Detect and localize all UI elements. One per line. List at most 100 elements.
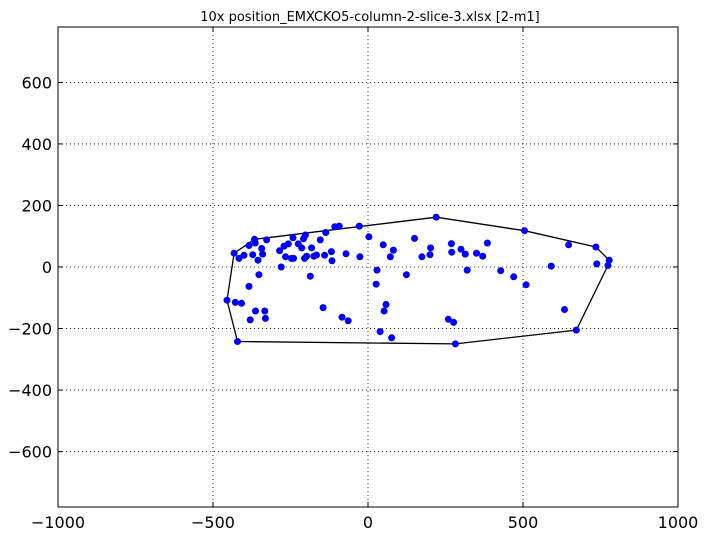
data-point [303,252,311,260]
x-tick-label: 0 [363,513,373,532]
data-point [261,314,269,322]
data-point [276,247,284,255]
data-point [373,266,381,274]
data-point [448,248,456,256]
data-point [432,213,440,221]
data-point [240,251,248,259]
data-point [306,272,314,280]
x-axis-tick-labels: −1000 −500 0 500 1000 [31,513,698,532]
data-point [289,234,297,242]
data-point [389,246,397,254]
data-point [418,253,426,261]
data-point [231,298,239,306]
data-point [259,250,267,258]
data-point [327,248,335,256]
data-point [245,242,253,249]
data-point [593,260,601,268]
x-tick-label: −1000 [31,513,85,532]
data-point [411,234,418,242]
data-point [386,253,394,261]
data-point [380,307,388,315]
hull-outline [226,216,610,345]
data-point [258,245,266,252]
data-point [372,280,380,288]
y-tick-label: 0 [42,258,52,277]
data-points [223,213,613,348]
data-point [322,229,330,236]
data-point [338,313,346,321]
y-tick-label: −200 [8,320,52,339]
data-point [605,256,613,264]
data-point [592,243,600,251]
x-tick-label: 500 [508,513,539,532]
data-point [301,231,309,239]
x-tick-label: −500 [191,513,235,532]
data-point [376,328,384,336]
data-point [313,251,320,259]
data-point [457,245,465,253]
data-point [451,340,459,348]
data-point [427,244,435,252]
data-point [355,222,363,230]
data-point [561,306,568,313]
data-point [223,296,231,304]
data-point [234,338,241,345]
data-point [316,236,324,244]
data-point [321,251,329,259]
y-tick-label: 400 [21,135,52,154]
data-point [344,317,352,325]
data-point [379,241,387,249]
data-point [235,254,243,262]
data-point [342,250,350,258]
data-point [249,251,257,259]
y-axis-tick-labels: −600 −400 −200 0 200 400 600 [8,73,52,461]
data-point [319,304,327,312]
data-point [402,271,410,279]
data-point [263,236,271,244]
chart-title: 10x position_EMXCKO5-column-2-slice-3.xl… [200,10,540,25]
data-point [447,240,455,248]
x-tick-label: 1000 [658,513,699,532]
data-point [426,251,434,259]
data-point [282,253,289,261]
data-point [328,257,336,265]
data-point [365,233,373,241]
convex-hull [226,216,610,345]
y-tick-label: 600 [21,73,52,92]
data-point [251,239,259,247]
data-point [298,244,306,252]
data-point [547,262,555,270]
data-point [483,239,491,247]
data-point [444,315,452,323]
data-point [277,263,285,271]
data-point [254,256,262,264]
data-point [479,252,487,260]
data-point [463,266,471,274]
data-point [510,273,518,281]
data-point [521,227,528,235]
data-point [356,253,364,261]
data-point [290,254,298,262]
data-point [604,262,612,269]
data-point [572,326,580,334]
y-tick-label: 200 [21,196,52,215]
plot-frame [57,26,679,508]
data-point [261,307,269,315]
data-point [473,249,480,257]
data-point [461,250,469,258]
data-point [388,334,396,342]
data-point [284,240,292,248]
y-tick-label: −400 [8,381,52,400]
data-point [497,267,505,275]
data-point [230,249,238,257]
y-tick-label: −600 [8,443,52,462]
data-point [255,271,263,279]
data-point [246,316,254,324]
data-point [238,299,245,307]
data-point [252,307,259,315]
data-point [245,282,253,290]
data-point [522,281,530,289]
data-point [565,241,573,249]
